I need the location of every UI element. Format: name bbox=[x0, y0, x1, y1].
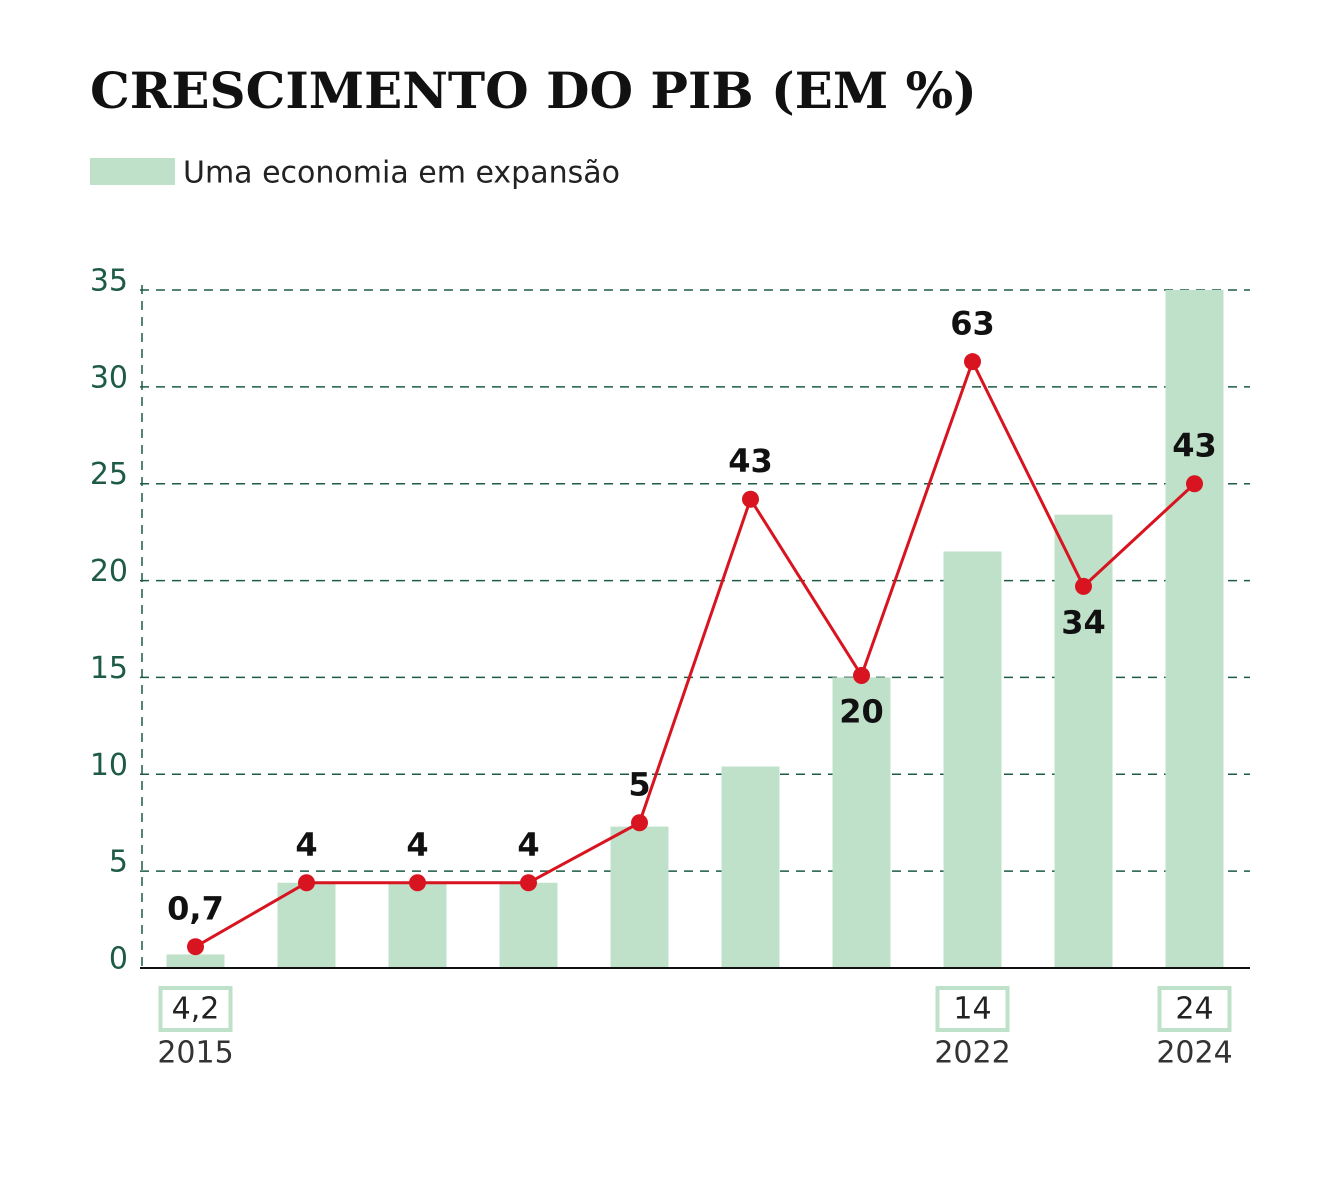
point bbox=[187, 938, 204, 956]
box bbox=[1157, 986, 1232, 1032]
box bbox=[935, 986, 1010, 1032]
y-tick-label: 20 bbox=[90, 554, 128, 589]
box bbox=[158, 986, 233, 1032]
bar bbox=[166, 954, 225, 968]
box-label: 24 bbox=[1175, 992, 1213, 1027]
bar bbox=[388, 882, 447, 968]
y-tick-label: 0 bbox=[109, 942, 128, 977]
y-tick-label: 5 bbox=[109, 845, 128, 880]
point-label: 4 bbox=[406, 826, 428, 864]
bar bbox=[1165, 290, 1224, 968]
bar bbox=[721, 766, 780, 968]
bar bbox=[832, 677, 891, 968]
point-label: 4 bbox=[517, 826, 539, 864]
y-tick-label: 30 bbox=[90, 360, 128, 395]
point-label: 63 bbox=[950, 305, 995, 343]
point-label: 4 bbox=[295, 826, 317, 864]
bar bbox=[277, 882, 336, 968]
point bbox=[409, 874, 426, 892]
point-label: 43 bbox=[728, 442, 773, 480]
point bbox=[631, 814, 648, 832]
y-tick-label: 25 bbox=[90, 457, 128, 492]
point bbox=[853, 666, 870, 684]
point bbox=[1075, 577, 1092, 595]
x-tick-label: 2022 bbox=[934, 1036, 1010, 1071]
point-label: 43 bbox=[1172, 427, 1217, 465]
x-tick-label: 2024 bbox=[1156, 1036, 1232, 1071]
point-label: 20 bbox=[839, 692, 884, 730]
point bbox=[964, 353, 981, 371]
point-label: 34 bbox=[1061, 603, 1106, 641]
y-tick-label: 10 bbox=[90, 748, 128, 783]
point bbox=[742, 490, 759, 508]
y-tick-label: 35 bbox=[90, 264, 128, 299]
legend-label: Uma economia em expansão bbox=[183, 156, 620, 191]
point bbox=[298, 874, 315, 892]
box-label: 14 bbox=[953, 992, 991, 1027]
bar bbox=[610, 826, 669, 968]
bar bbox=[943, 551, 1002, 968]
x-tick-label: 2015 bbox=[157, 1036, 233, 1071]
line bbox=[194, 357, 1196, 948]
chart-title: CRESCIMENTO DO PIB (EM %) bbox=[90, 61, 977, 120]
point-label: 0,7 bbox=[167, 890, 224, 928]
point-label: 5 bbox=[628, 766, 650, 804]
legend-swatch bbox=[90, 158, 175, 185]
bar bbox=[499, 882, 558, 968]
point bbox=[1186, 475, 1203, 493]
point bbox=[520, 874, 537, 892]
box-label: 4,2 bbox=[172, 992, 220, 1027]
y-tick-label: 15 bbox=[90, 651, 128, 686]
